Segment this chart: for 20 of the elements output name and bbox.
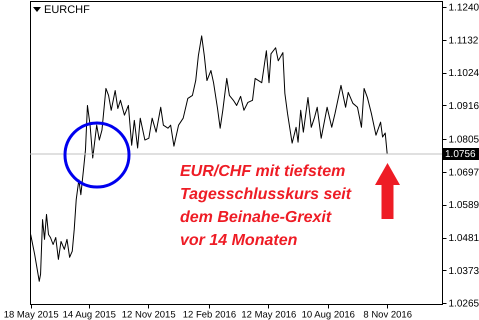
x-tick-label: 12 Nov 2015	[122, 310, 176, 320]
y-tick-label: 1.1024	[448, 68, 479, 80]
chart-title: EURCHF	[44, 4, 90, 16]
annotation: EUR/CHF mit tiefstem Tagesschlusskurs seit dem Beinahe-Grexit vor 14 Monaten	[180, 162, 352, 251]
y-tick-label: 1.0589	[448, 200, 479, 212]
y-tick-label: 1.1240	[448, 2, 479, 14]
x-tick-label: 12 Feb 2016	[182, 310, 236, 320]
ref-line-label: 1.0756	[445, 149, 476, 160]
y-tick-label: 1.0697	[448, 167, 479, 178]
y-tick-label: 1.0805	[448, 134, 479, 146]
y-tick-label: 1.0916	[448, 100, 479, 112]
x-tick-label: 10 Aug 2016	[302, 310, 355, 320]
y-tick-label: 1.0481	[448, 233, 479, 244]
x-tick-label: 8 Nov 2016	[363, 310, 412, 320]
y-tick-label: 1.0265	[448, 298, 479, 310]
x-tick-label: 12 May 2016	[241, 310, 296, 320]
x-tick-label: 14 Aug 2015	[62, 310, 116, 320]
y-tick-label: 1.0373	[448, 266, 479, 277]
y-tick-label: 1.1132	[448, 35, 479, 46]
x-tick-label: 18 May 2015	[4, 310, 59, 320]
